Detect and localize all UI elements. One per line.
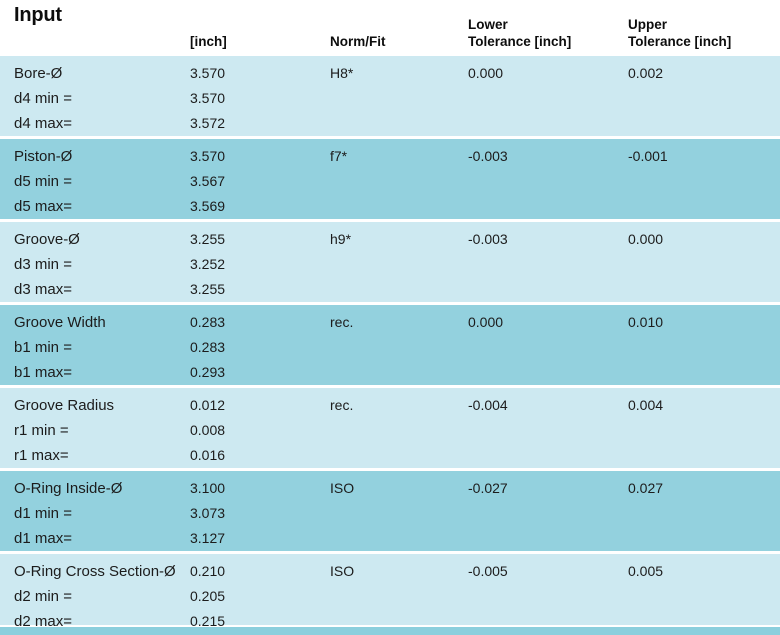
row-max-label: r1 max= — [14, 447, 69, 464]
row-labels: Bore-Ø d4 min = d4 max= — [14, 61, 190, 136]
row-max-value: 3.572 — [190, 115, 226, 131]
table-row: Bore-Ø d4 min = d4 max= 3.570 3.570 3.57… — [0, 56, 780, 136]
row-nominal-value: 3.100 — [190, 480, 226, 496]
row-nominal-value: 3.255 — [190, 231, 226, 247]
row-lower-tolerance: -0.003 — [468, 148, 508, 164]
row-min-label: d1 min = — [14, 505, 72, 522]
row-upper-tolerance: 0.002 — [628, 65, 664, 81]
row-min-label: b1 min = — [14, 339, 72, 356]
row-labels: O-Ring Inside-Ø d1 min = d1 max= — [14, 476, 190, 551]
row-nominal-value: 3.570 — [190, 65, 226, 81]
row-values: 0.210 0.205 0.215 — [190, 559, 330, 634]
row-min-label: d2 min = — [14, 588, 72, 605]
row-min-value: 0.008 — [190, 422, 226, 438]
row-max-label: d3 max= — [14, 281, 72, 298]
row-nominal-value: 3.570 — [190, 148, 226, 164]
row-values: 3.255 3.252 3.255 — [190, 227, 330, 302]
row-min-label: r1 min = — [14, 422, 69, 439]
row-norm-fit: ISO — [330, 563, 355, 579]
row-max-label: d2 max= — [14, 613, 72, 630]
row-upper-tolerance: 0.010 — [628, 314, 664, 330]
row-max-value: 0.215 — [190, 613, 226, 629]
row-max-label: d1 max= — [14, 530, 72, 547]
table-row: Groove Width b1 min = b1 max= 0.283 0.28… — [0, 305, 780, 385]
row-norm-fit: H8* — [330, 65, 354, 81]
row-lower-tolerance: 0.000 — [468, 65, 504, 81]
row-values: 3.570 3.570 3.572 — [190, 61, 330, 136]
table-row: Piston-Ø d5 min = d5 max= 3.570 3.567 3.… — [0, 139, 780, 219]
row-labels: Groove Radius r1 min = r1 max= — [14, 393, 190, 468]
row-max-value: 3.569 — [190, 198, 226, 214]
row-nominal-value: 0.210 — [190, 563, 226, 579]
table-row: Groove-Ø d3 min = d3 max= 3.255 3.252 3.… — [0, 222, 780, 302]
table-row: Groove Radius r1 min = r1 max= 0.012 0.0… — [0, 388, 780, 468]
row-max-value: 0.293 — [190, 364, 226, 380]
row-lower-tolerance: -0.004 — [468, 397, 508, 413]
row-lower-tolerance: -0.003 — [468, 231, 508, 247]
row-upper-tolerance: 0.004 — [628, 397, 664, 413]
column-headers: [inch] Norm/Fit Lower Tolerance [inch] U… — [0, 16, 780, 50]
next-row-sliver — [0, 627, 780, 635]
row-values: 3.570 3.567 3.569 — [190, 144, 330, 219]
row-norm-fit: rec. — [330, 314, 354, 330]
row-upper-tolerance: 0.005 — [628, 563, 664, 579]
row-min-label: d5 min = — [14, 173, 72, 190]
row-values: 0.012 0.008 0.016 — [190, 393, 330, 468]
row-norm-fit: ISO — [330, 480, 355, 496]
row-labels: Groove Width b1 min = b1 max= — [14, 310, 190, 385]
table-body: Bore-Ø d4 min = d4 max= 3.570 3.570 3.57… — [0, 56, 780, 630]
row-max-label: d5 max= — [14, 198, 72, 215]
row-labels: O-Ring Cross Section-Ø d2 min = d2 max= — [14, 559, 190, 634]
row-min-label: d4 min = — [14, 90, 72, 107]
row-labels: Groove-Ø d3 min = d3 max= — [14, 227, 190, 302]
row-max-value: 3.255 — [190, 281, 226, 297]
row-max-value: 3.127 — [190, 530, 226, 546]
table-header: Input [inch] Norm/Fit Lower Tolerance [i… — [0, 0, 780, 56]
row-lower-tolerance: 0.000 — [468, 314, 504, 330]
row-max-value: 0.016 — [190, 447, 226, 463]
row-min-value: 3.073 — [190, 505, 226, 521]
row-labels: Piston-Ø d5 min = d5 max= — [14, 144, 190, 219]
row-nominal-value: 0.283 — [190, 314, 226, 330]
row-norm-fit: rec. — [330, 397, 354, 413]
row-upper-tolerance: 0.000 — [628, 231, 664, 247]
column-header-lower-tolerance: Lower Tolerance [inch] — [468, 17, 572, 49]
row-min-value: 3.567 — [190, 173, 226, 189]
row-min-value: 0.283 — [190, 339, 226, 355]
row-name: Groove Radius — [14, 397, 115, 414]
row-norm-fit: h9* — [330, 231, 352, 247]
row-norm-fit: f7* — [330, 148, 348, 164]
column-header-norm-fit: Norm/Fit — [330, 34, 386, 49]
row-max-label: d4 max= — [14, 115, 72, 132]
row-min-value: 3.252 — [190, 256, 226, 272]
row-min-value: 3.570 — [190, 90, 226, 106]
row-nominal-value: 0.012 — [190, 397, 226, 413]
row-min-label: d3 min = — [14, 256, 72, 273]
column-header-upper-tolerance: Upper Tolerance [inch] — [628, 17, 732, 49]
row-name: O-Ring Cross Section-Ø — [14, 563, 176, 580]
row-lower-tolerance: -0.027 — [468, 480, 508, 496]
row-max-label: b1 max= — [14, 364, 72, 381]
row-upper-tolerance: -0.001 — [628, 148, 668, 164]
row-name: Groove-Ø — [14, 231, 80, 248]
table-row: O-Ring Inside-Ø d1 min = d1 max= 3.100 3… — [0, 471, 780, 551]
row-name: O-Ring Inside-Ø — [14, 480, 123, 497]
row-name: Bore-Ø — [14, 65, 63, 82]
row-values: 3.100 3.073 3.127 — [190, 476, 330, 551]
page-title: Input — [14, 4, 62, 26]
column-header-inch: [inch] — [190, 34, 227, 49]
row-upper-tolerance: 0.027 — [628, 480, 664, 496]
row-lower-tolerance: -0.005 — [468, 563, 508, 579]
row-name: Piston-Ø — [14, 148, 73, 165]
table-row: O-Ring Cross Section-Ø d2 min = d2 max= … — [0, 554, 780, 630]
row-min-value: 0.205 — [190, 588, 226, 604]
row-values: 0.283 0.283 0.293 — [190, 310, 330, 385]
row-name: Groove Width — [14, 314, 106, 331]
